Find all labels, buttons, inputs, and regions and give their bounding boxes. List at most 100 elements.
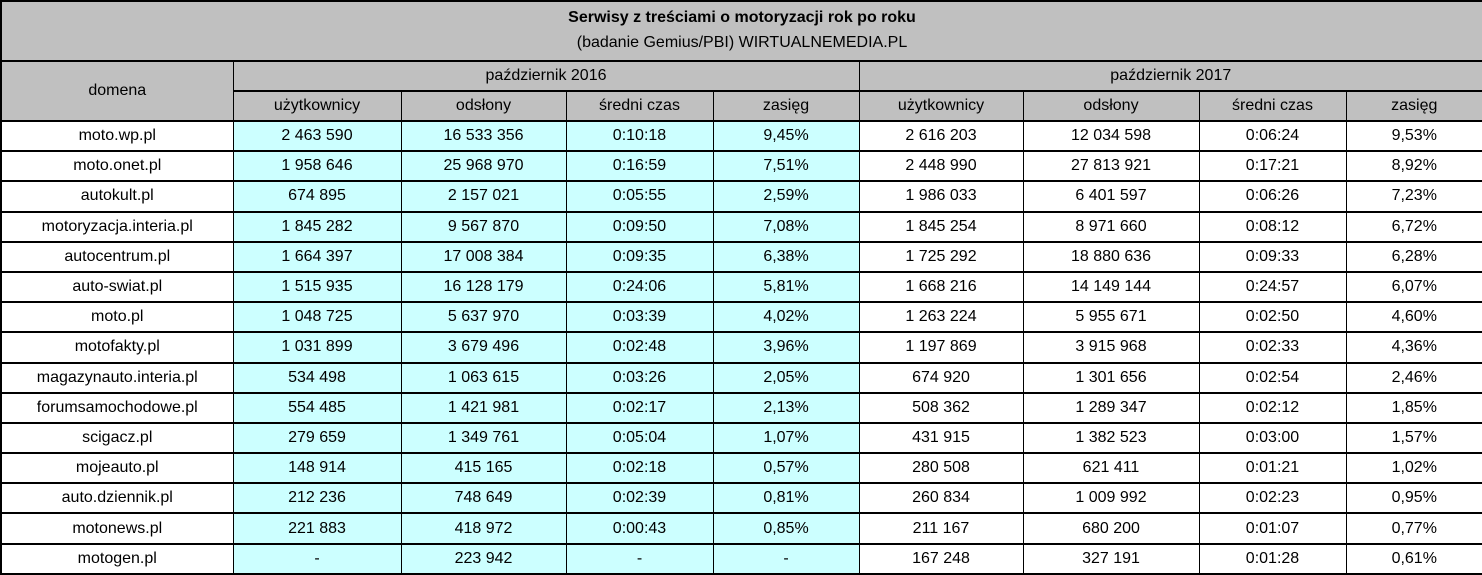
value-cell-2016: 0:02:18: [565, 452, 714, 485]
group-header-october-2017: październik 2017: [858, 60, 1482, 92]
value-cell-2017: 260 834: [858, 482, 1024, 515]
value-cell-2017: 8 971 660: [1022, 210, 1200, 243]
table-row: moto.pl 1 048 725 5 637 970 0:03:39 4,02% 1 2…: [0, 301, 1482, 334]
column-header-pageviews-2017: odsłony: [1022, 90, 1200, 122]
value-cell-2017: 1 382 523: [1022, 421, 1200, 455]
value-cell-2016: 0:03:26: [565, 361, 714, 394]
domain-cell: scigacz.pl: [0, 421, 234, 455]
domain-cell: forumsamochodowe.pl: [0, 391, 234, 424]
table-row: auto.dziennik.pl 212 236 748 649 0:02:39 0,8…: [0, 482, 1482, 515]
value-cell-2017: 680 200: [1022, 512, 1200, 545]
value-cell-2016: 1 515 935: [232, 270, 402, 304]
value-cell-2016: 0:09:50: [565, 210, 714, 243]
column-header-users-2017: użytkownicy: [858, 90, 1024, 122]
table-row: magazynauto.interia.pl 534 498 1 063 615 0:…: [0, 361, 1482, 394]
domain-cell: auto.dziennik.pl: [0, 482, 234, 515]
sub-header-row: użytkownicy odsłony średni czas zasięg u…: [1, 90, 1482, 122]
value-cell-2017: 6,07%: [1345, 270, 1482, 304]
value-cell-2017: 1 725 292: [858, 240, 1024, 273]
group-header-october-2016: październik 2016: [232, 60, 860, 92]
value-cell-2016: 16 533 356: [400, 119, 567, 153]
value-cell-2016: 9,45%: [712, 119, 860, 153]
value-cell-2016: 0:24:06: [565, 270, 714, 304]
value-cell-2017: 1 845 254: [858, 210, 1024, 243]
value-cell-2016: 1 349 761: [400, 421, 567, 455]
value-cell-2016: 0:02:17: [565, 391, 714, 424]
value-cell-2017: 5 955 671: [1022, 301, 1200, 334]
value-cell-2017: 2 616 203: [858, 119, 1024, 153]
column-header-avg-time-2016: średni czas: [565, 90, 714, 122]
domain-cell: auto-swiat.pl: [0, 270, 234, 304]
table-row: moto.onet.pl 1 958 646 25 968 970 0:16:59 7,…: [0, 150, 1482, 183]
value-cell-2017: 1 301 656: [1022, 361, 1200, 394]
table-title: Serwisy z treściami o motoryzacji rok po…: [568, 9, 916, 27]
value-cell-2017: 280 508: [858, 452, 1024, 485]
value-cell-2016: 0,81%: [712, 482, 860, 515]
value-cell-2016: 0:02:48: [565, 331, 714, 364]
value-cell-2016: 748 649: [400, 482, 567, 515]
value-cell-2016: 2,05%: [712, 361, 860, 394]
value-cell-2016: 1 421 981: [400, 391, 567, 424]
value-cell-2017: 1 009 992: [1022, 482, 1200, 515]
value-cell-2016: 0:16:59: [565, 150, 714, 183]
value-cell-2017: 14 149 144: [1022, 270, 1200, 304]
value-cell-2017: 8,92%: [1345, 150, 1482, 183]
value-cell-2016: 0:00:43: [565, 512, 714, 545]
value-cell-2017: 0:01:21: [1198, 452, 1347, 485]
value-cell-2016: 279 659: [232, 421, 402, 455]
column-header-reach-2016: zasięg: [712, 90, 860, 122]
value-cell-2016: 0:10:18: [565, 119, 714, 153]
value-cell-2016: 16 128 179: [400, 270, 567, 304]
domain-cell: motogen.pl: [0, 542, 234, 575]
value-cell-2017: 2 448 990: [858, 150, 1024, 183]
value-cell-2016: -: [565, 542, 714, 575]
value-cell-2017: 0,95%: [1345, 482, 1482, 515]
value-cell-2017: 0:08:12: [1198, 210, 1347, 243]
domain-cell: autocentrum.pl: [0, 240, 234, 273]
value-cell-2016: 674 895: [232, 180, 402, 213]
value-cell-2016: 25 968 970: [400, 150, 567, 183]
table-row: motoryzacja.interia.pl 1 845 282 9 567 870…: [0, 210, 1482, 243]
value-cell-2017: 0:09:33: [1198, 240, 1347, 273]
value-cell-2016: 5 637 970: [400, 301, 567, 334]
value-cell-2016: 148 914: [232, 452, 402, 485]
value-cell-2016: 212 236: [232, 482, 402, 515]
value-cell-2017: 0:02:12: [1198, 391, 1347, 424]
value-cell-2016: 7,08%: [712, 210, 860, 243]
group-header-row: domena październik 2016 październik 2017: [0, 60, 1482, 122]
domain-cell: magazynauto.interia.pl: [0, 361, 234, 394]
value-cell-2016: 1 845 282: [232, 210, 402, 243]
domain-cell: autokult.pl: [0, 180, 234, 213]
value-cell-2017: 0:02:54: [1198, 361, 1347, 394]
value-cell-2016: 9 567 870: [400, 210, 567, 243]
table-row: motogen.pl -223 942- -167 248 327 191 0:01:2…: [0, 542, 1482, 575]
value-cell-2017: 4,60%: [1345, 301, 1482, 334]
value-cell-2017: 6 401 597: [1022, 180, 1200, 213]
value-cell-2017: 167 248: [858, 542, 1024, 575]
value-cell-2017: 1,85%: [1345, 391, 1482, 424]
value-cell-2017: 0:02:23: [1198, 482, 1347, 515]
value-cell-2016: 6,38%: [712, 240, 860, 273]
value-cell-2017: 0:01:28: [1198, 542, 1347, 575]
value-cell-2016: 1 031 899: [232, 331, 402, 364]
value-cell-2017: 0:06:24: [1198, 119, 1347, 153]
column-header-reach-2017: zasięg: [1345, 90, 1482, 122]
value-cell-2016: 2,13%: [712, 391, 860, 424]
value-cell-2016: 4,02%: [712, 301, 860, 334]
domain-cell: moto.pl: [0, 301, 234, 334]
value-cell-2016: 534 498: [232, 361, 402, 394]
value-cell-2017: 621 411: [1022, 452, 1200, 485]
table-subtitle: (badanie Gemius/PBI) WIRTUALNEMEDIA.PL: [576, 34, 908, 51]
value-cell-2017: 0,61%: [1345, 542, 1482, 575]
value-cell-2016: 415 165: [400, 452, 567, 485]
table-row: autokult.pl 674 895 2 157 021 0:05:55 2,59% 1…: [0, 180, 1482, 213]
value-cell-2017: 9,53%: [1345, 119, 1482, 153]
value-cell-2016: 1 048 725: [232, 301, 402, 334]
value-cell-2016: 1,07%: [712, 421, 860, 455]
value-cell-2016: 0:05:55: [565, 180, 714, 213]
value-cell-2017: 0:24:57: [1198, 270, 1347, 304]
value-cell-2017: 1 197 869: [858, 331, 1024, 364]
column-header-domena: domena: [0, 60, 234, 122]
table-row: forumsamochodowe.pl 554 485 1 421 981 0:02:…: [0, 391, 1482, 424]
title-cell: Serwisy z treściami o motoryzacji rok po…: [0, 0, 1482, 62]
